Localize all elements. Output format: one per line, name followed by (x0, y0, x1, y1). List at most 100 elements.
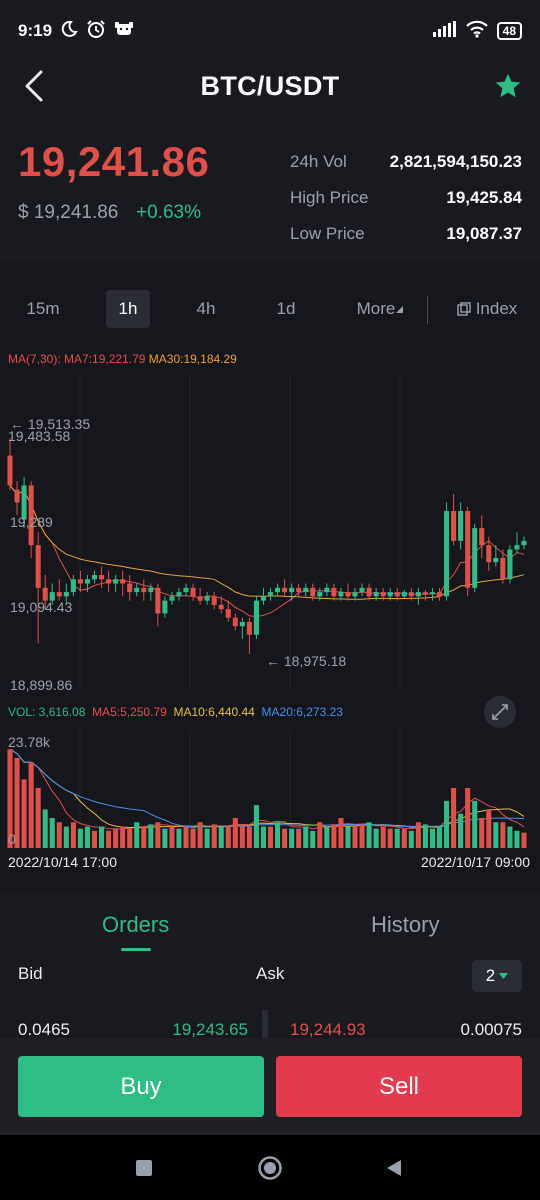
tab-history[interactable]: History (371, 912, 440, 937)
vol-ma5: MA5:5,250.79 (92, 705, 167, 719)
stat-label: Low Price (290, 224, 365, 243)
volume-bar (493, 822, 499, 848)
stat-value: 19,425.84 (446, 188, 522, 207)
alarm-icon (86, 19, 106, 44)
depth-value: 2 (485, 966, 496, 985)
recents-icon[interactable] (131, 1155, 157, 1181)
volume-bar (310, 830, 316, 848)
candle-body (366, 587, 372, 597)
price-change: +0.63% (136, 202, 201, 223)
volume-bar (84, 826, 90, 848)
volume-bar (387, 828, 393, 848)
chart-grid (79, 375, 401, 848)
order-book-header: Bid Ask 2 (0, 958, 540, 994)
pair-title: BTC/USDT (200, 70, 340, 101)
volume-bar (303, 826, 309, 848)
interval-1h[interactable]: 1h (106, 290, 150, 328)
candle-body (331, 587, 337, 597)
candle-body (338, 592, 344, 597)
back-nav-icon[interactable] (381, 1155, 407, 1181)
candle-body (197, 596, 203, 601)
vol-value: VOL: 3,616.08 (8, 705, 86, 719)
sell-button[interactable]: Sell (276, 1056, 522, 1117)
index-toggle[interactable]: Index (450, 290, 524, 328)
volume-bar (465, 787, 471, 848)
candle-body (253, 600, 259, 635)
volume-bar (436, 826, 443, 848)
candle-body (211, 596, 217, 605)
candle-body (176, 592, 182, 597)
active-tab-indicator (121, 948, 151, 951)
volume-bar (183, 826, 189, 848)
candle-body (451, 511, 457, 541)
volume-bar (246, 826, 252, 848)
candle-body (296, 587, 302, 593)
candle-body (239, 621, 245, 627)
candle-body (373, 592, 379, 597)
candle-body (507, 549, 513, 580)
kline-chart[interactable]: 19,483.58 19,289 19,094.43 18,899.86 ← 19,51… (0, 345, 540, 875)
interval-more[interactable]: More (350, 290, 410, 328)
candle-body (317, 592, 323, 597)
volume-bar (282, 828, 288, 848)
candle-body (225, 609, 231, 618)
buy-button[interactable]: Buy (18, 1056, 264, 1117)
fullscreen-icon[interactable] (484, 696, 516, 728)
favorite-star-icon[interactable] (488, 66, 528, 106)
interval-15m[interactable]: 15m (26, 299, 60, 318)
vol-ma10: MA10:6,440.44 (173, 705, 255, 719)
candle-body (493, 557, 499, 563)
candle-body (387, 592, 393, 597)
interval-4h[interactable]: 4h (196, 299, 216, 318)
last-price: 19,241.86 (18, 138, 210, 185)
volume-bar (42, 809, 48, 848)
volume-bar (451, 787, 457, 848)
candle-body (303, 587, 309, 593)
candle-body (49, 592, 55, 601)
ma30-value: MA30:19,184.29 (148, 352, 237, 366)
moon-icon (60, 20, 78, 43)
volume-bar (218, 826, 224, 848)
volume-bar (148, 824, 154, 848)
volume-bar (63, 826, 69, 848)
volume-bar (141, 826, 147, 848)
dog-icon (114, 20, 134, 43)
high-marker: ← 19,513.35 (10, 416, 90, 432)
usd-price: $ 19,241.86 (18, 202, 119, 223)
depth-select[interactable]: 2 (472, 960, 522, 992)
candle-body (415, 592, 421, 597)
candle-body (98, 575, 105, 580)
volume-bar (324, 826, 330, 848)
candle-body (134, 587, 140, 593)
candle-body (70, 579, 76, 593)
low-marker: ← 18,975.18 (266, 653, 346, 669)
candle-body (246, 621, 252, 635)
candle-body (408, 592, 414, 597)
volume-bar (211, 824, 217, 848)
tab-orders[interactable]: Orders (102, 912, 170, 937)
signal-icon (432, 20, 457, 42)
volume-bar (422, 824, 428, 848)
candle-body (106, 579, 112, 584)
volume-bar (225, 826, 231, 848)
interval-selector: 15m 1h 4h 1d More Index (0, 290, 540, 332)
candle-body (155, 587, 161, 614)
candle-body (113, 579, 119, 584)
home-icon[interactable] (257, 1155, 283, 1181)
candle-body (345, 592, 351, 597)
volume-bar (408, 830, 414, 848)
volume-bar (267, 826, 274, 848)
price-axis-label: 18,899.86 (10, 677, 72, 693)
volume-bar (394, 828, 400, 848)
back-icon[interactable] (14, 66, 54, 106)
volume-bar (134, 822, 140, 848)
candle-body (514, 545, 520, 550)
volume-bar (521, 832, 527, 848)
book-divider (262, 1010, 268, 1040)
more-label: More (356, 299, 396, 318)
header: BTC/USDT (0, 62, 540, 110)
interval-1d[interactable]: 1d (276, 299, 296, 318)
battery-level: 48 (502, 24, 516, 38)
candle-body (141, 587, 147, 593)
candle-body (77, 579, 83, 584)
